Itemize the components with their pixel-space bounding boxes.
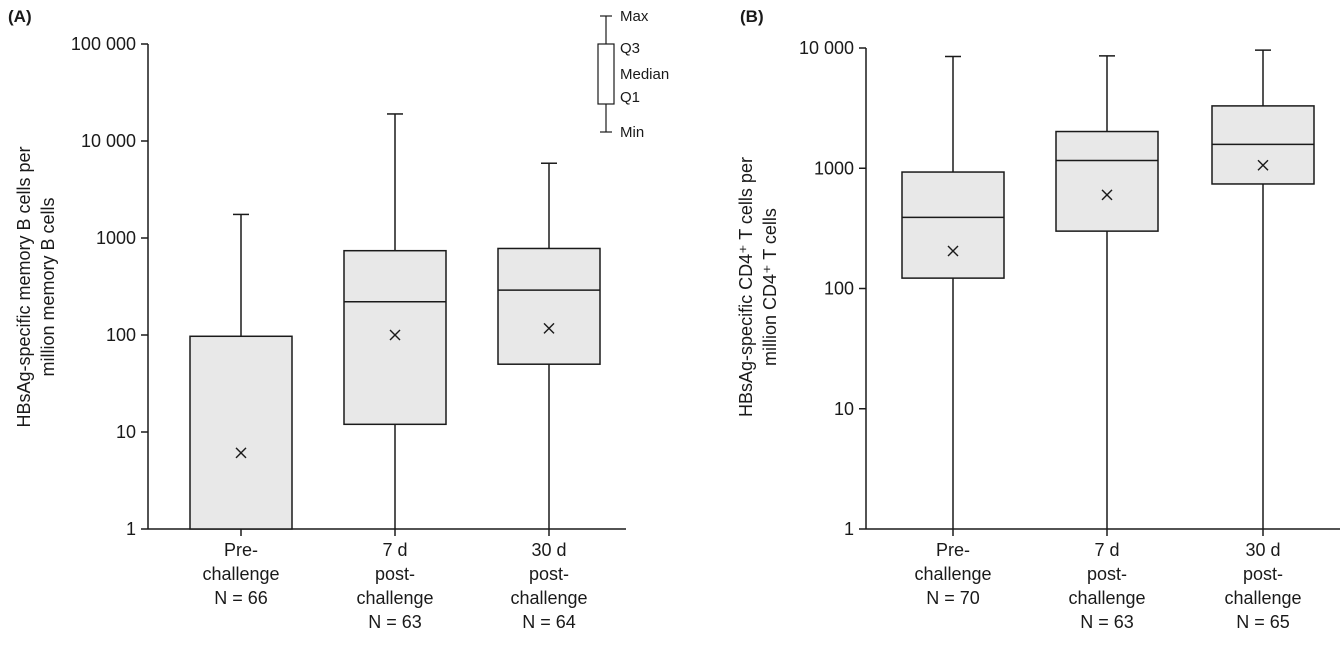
x-tick-label: Pre- bbox=[936, 540, 970, 560]
x-tick-label: N = 66 bbox=[214, 588, 268, 608]
x-tick-label: post- bbox=[529, 564, 569, 584]
x-tick-label: N = 65 bbox=[1236, 612, 1290, 632]
y-tick-label: 100 bbox=[824, 279, 854, 299]
x-tick-label: challenge bbox=[356, 588, 433, 608]
x-tick-label: challenge bbox=[1224, 588, 1301, 608]
x-tick-label: post- bbox=[375, 564, 415, 584]
legend-label: Median bbox=[620, 66, 669, 83]
y-tick-label: 100 bbox=[106, 325, 136, 345]
y-tick-label: 10 000 bbox=[799, 38, 854, 58]
x-tick-label: challenge bbox=[510, 588, 587, 608]
box bbox=[901, 171, 1005, 279]
y-axis-label: million memory B cells bbox=[38, 197, 58, 376]
y-tick-label: 100 000 bbox=[71, 34, 136, 54]
mean-marker bbox=[543, 322, 555, 334]
y-tick-label: 10 000 bbox=[81, 131, 136, 151]
box bbox=[497, 247, 601, 365]
y-axis-label: HBsAg-specific CD4⁺ T cells per bbox=[736, 157, 756, 417]
x-tick-label: post- bbox=[1087, 564, 1127, 584]
legend-label: Q1 bbox=[620, 89, 640, 106]
panel-a: (A) HBsAg-specific memory B cells per mill… bbox=[8, 7, 669, 632]
x-tick-label: N = 64 bbox=[522, 612, 576, 632]
y-tick-label: 1000 bbox=[96, 228, 136, 248]
legend-label: Min bbox=[620, 124, 644, 141]
x-tick-label: Pre- bbox=[224, 540, 258, 560]
x-tick-label: N = 63 bbox=[368, 612, 422, 632]
legend-label: Q3 bbox=[620, 40, 640, 57]
x-tick-label: N = 63 bbox=[1080, 612, 1134, 632]
y-axis-label: HBsAg-specific memory B cells per bbox=[14, 146, 34, 427]
panel-label: (A) bbox=[8, 7, 32, 26]
mean-marker bbox=[389, 329, 401, 341]
legend-label: Max bbox=[620, 8, 649, 25]
panel-b: (B) HBsAg-specific CD4⁺ T cells per millio… bbox=[736, 7, 1340, 632]
y-tick-label: 1 bbox=[126, 519, 136, 539]
x-tick-label: 30 d bbox=[1245, 540, 1280, 560]
x-tick-label: 7 d bbox=[1094, 540, 1119, 560]
panel-label: (B) bbox=[740, 7, 764, 26]
x-tick-label: post- bbox=[1243, 564, 1283, 584]
y-tick-label: 10 bbox=[116, 422, 136, 442]
mean-marker bbox=[1101, 189, 1113, 201]
x-tick-label: 7 d bbox=[382, 540, 407, 560]
legend: Max Q3 Median Q1 Min bbox=[597, 8, 669, 141]
x-tick-label: challenge bbox=[914, 564, 991, 584]
box bbox=[343, 249, 447, 426]
x-tick-label: 30 d bbox=[531, 540, 566, 560]
mean-marker bbox=[1257, 159, 1269, 171]
box bbox=[1055, 130, 1159, 232]
x-tick-label: challenge bbox=[202, 564, 279, 584]
y-tick-label: 1 bbox=[844, 519, 854, 539]
mean-marker bbox=[947, 245, 959, 257]
x-tick-label: N = 70 bbox=[926, 588, 980, 608]
mean-marker bbox=[235, 447, 247, 459]
y-axis-label: million CD4⁺ T cells bbox=[760, 208, 780, 366]
legend-box bbox=[597, 43, 615, 105]
box bbox=[189, 335, 293, 530]
x-tick-label: challenge bbox=[1068, 588, 1145, 608]
y-tick-label: 10 bbox=[834, 399, 854, 419]
y-tick-label: 1000 bbox=[814, 158, 854, 178]
